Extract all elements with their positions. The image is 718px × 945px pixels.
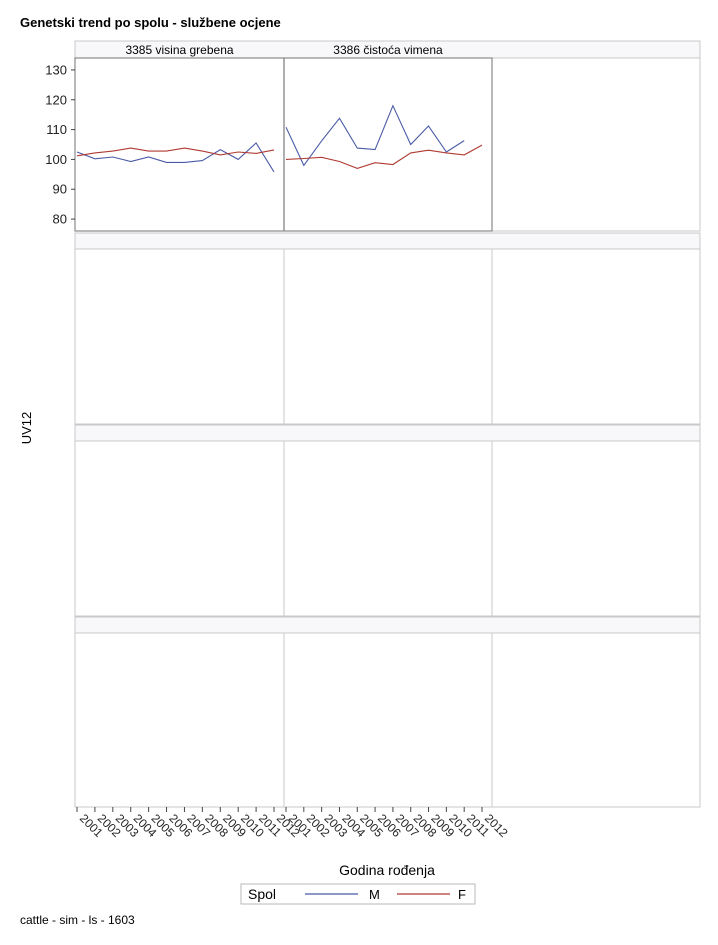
legend-title: Spol <box>248 886 276 902</box>
panel-area <box>74 440 285 617</box>
series-line-m <box>76 142 275 173</box>
panel-area <box>74 632 285 808</box>
panel-header-strip <box>74 616 701 634</box>
panel-header-strip <box>74 232 701 250</box>
series-line-f <box>76 147 275 157</box>
chart-title: Genetski trend po spolu - službene ocjen… <box>20 15 281 30</box>
panel-area <box>491 248 701 425</box>
panel-area <box>491 440 701 617</box>
series-line-f <box>285 144 483 169</box>
y-tick-label: 120 <box>45 92 67 107</box>
panel-area <box>74 248 285 425</box>
panel-layer: 3385 visina grebena 3386 čistoća vimena <box>74 40 701 808</box>
legend-label-m: M <box>369 887 380 902</box>
series-layer <box>76 104 483 173</box>
y-tick-label: 110 <box>46 122 67 137</box>
panel-header-strip <box>74 424 701 442</box>
panel-area <box>283 57 493 232</box>
panel-area <box>283 632 493 808</box>
series-line-m <box>285 104 465 167</box>
panel-label: 3386 čistoća vimena <box>333 43 443 57</box>
panel-area <box>283 440 493 617</box>
panel-label: 3385 visina grebena <box>125 43 233 57</box>
y-tick-label: 90 <box>53 182 67 197</box>
y-tick-label: 80 <box>53 212 67 227</box>
panel-area <box>74 57 285 232</box>
y-axis-label: UV12 <box>19 412 34 445</box>
y-tick-label: 100 <box>45 152 67 167</box>
y-tick-label: 130 <box>45 62 67 77</box>
legend-label-f: F <box>458 887 466 902</box>
panel-area <box>283 248 493 425</box>
footer-note: cattle - sim - ls - 1603 <box>20 913 135 927</box>
panel-area <box>491 632 701 808</box>
legend: Spol M F <box>240 883 476 905</box>
panel-border <box>283 57 493 232</box>
panel-area <box>491 57 701 232</box>
x-axis-label: Godina rođenja <box>339 862 435 878</box>
